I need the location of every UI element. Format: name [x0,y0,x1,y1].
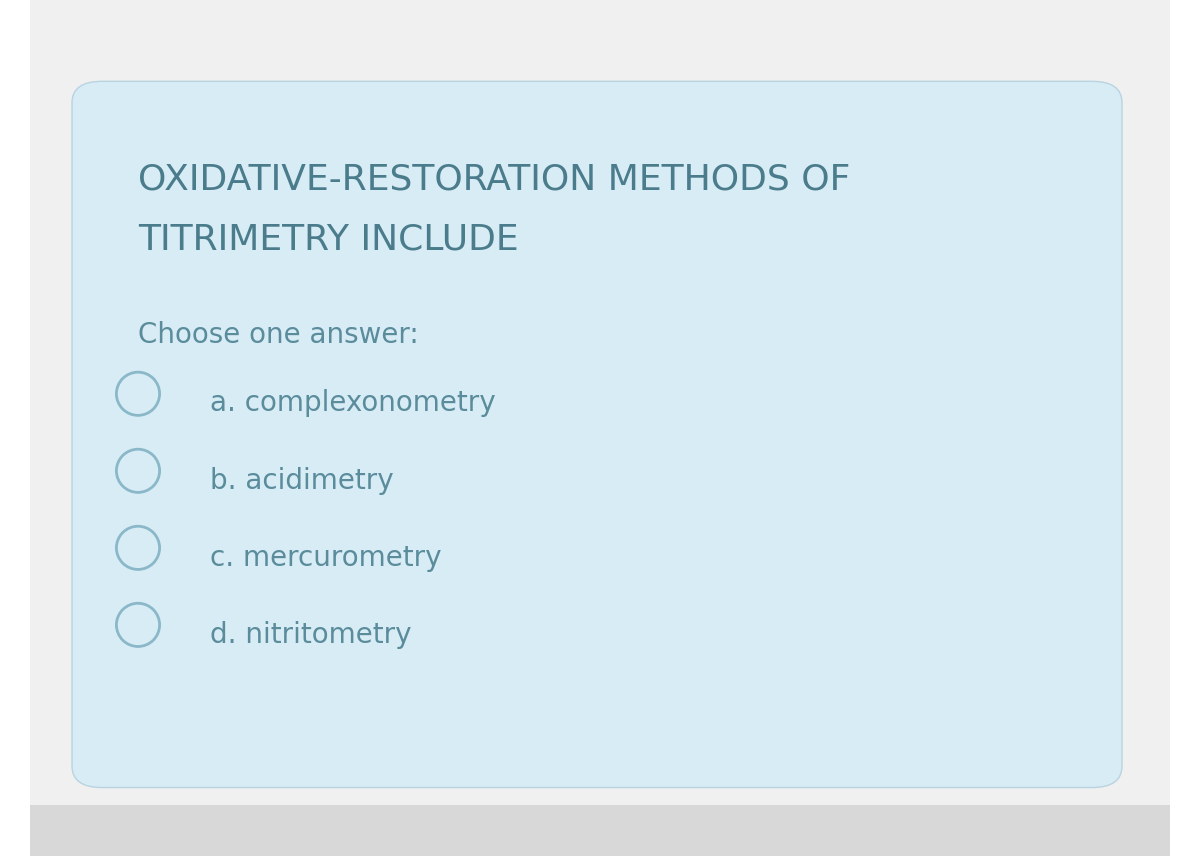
Ellipse shape [116,603,160,646]
Text: c. mercurometry: c. mercurometry [210,544,442,572]
Ellipse shape [116,449,160,492]
Ellipse shape [116,526,160,569]
Text: OXIDATIVE-RESTORATION METHODS OF: OXIDATIVE-RESTORATION METHODS OF [138,163,851,197]
Ellipse shape [116,372,160,415]
Text: d. nitritometry: d. nitritometry [210,621,412,649]
FancyBboxPatch shape [72,81,1122,788]
Text: b. acidimetry: b. acidimetry [210,467,394,495]
Text: TITRIMETRY INCLUDE: TITRIMETRY INCLUDE [138,223,518,257]
Bar [0,805,1200,856]
Text: a. complexonometry: a. complexonometry [210,389,496,418]
Bar [1170,0,1200,856]
Text: Choose one answer:: Choose one answer: [138,321,419,349]
Bar [0,0,30,856]
